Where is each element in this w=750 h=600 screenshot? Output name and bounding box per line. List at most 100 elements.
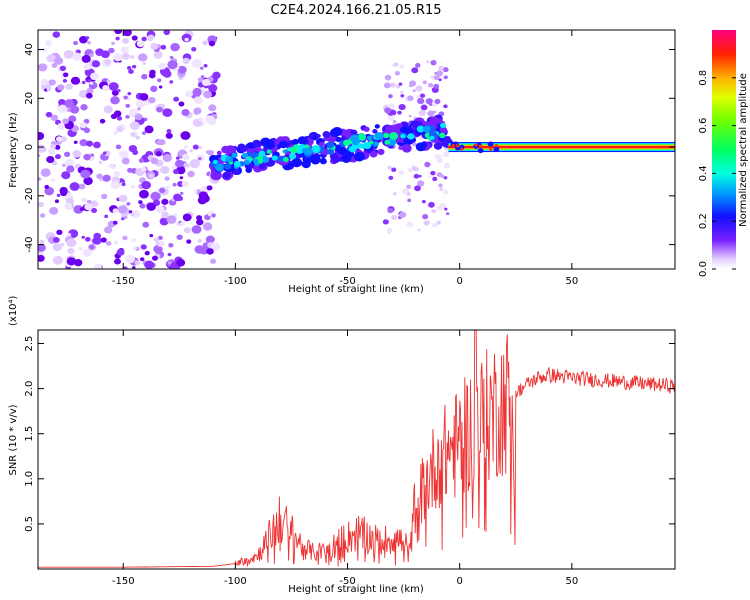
spectrogram-blob — [387, 138, 397, 146]
spectrogram-blob — [309, 133, 315, 138]
spectrogram-blob — [202, 222, 213, 231]
spectrogram-blob — [102, 174, 111, 182]
spectrogram-blob — [246, 151, 252, 156]
spectrogram-blob — [148, 72, 156, 79]
spectrogram-blob — [67, 248, 75, 255]
spectrogram-blob — [271, 155, 278, 161]
spectrogram-x-label: Height of straight line (km) — [288, 284, 424, 295]
spectrogram-blob — [439, 126, 448, 134]
spectrogram-blob — [407, 198, 412, 203]
spectrogram-blob — [391, 167, 397, 173]
spectrogram-blob — [438, 65, 445, 71]
spectrogram-blob — [182, 213, 192, 222]
spectrogram-blob — [436, 157, 444, 164]
spectrogram-blob — [283, 157, 289, 163]
snr-marks — [38, 330, 675, 568]
spectrogram-blob — [222, 171, 231, 180]
y-tick-label: 0 — [24, 144, 35, 150]
spectrogram-blob — [415, 63, 421, 68]
spectrogram-blob — [114, 30, 123, 35]
spectrogram-blob — [363, 126, 370, 132]
spectrogram-blob — [118, 150, 129, 159]
spectrogram-blob — [52, 255, 64, 265]
spectrogram-blob — [439, 187, 444, 191]
spectrogram-blob — [407, 133, 415, 140]
spectrogram-blob — [420, 104, 428, 111]
x-tick-label: -150 — [112, 576, 135, 587]
spectrogram-blob — [102, 151, 107, 155]
spectrogram-blob — [60, 242, 65, 247]
spectrogram-blob — [40, 213, 46, 218]
spectrogram-blob — [139, 257, 145, 262]
spectrogram-blob — [428, 175, 432, 179]
spectrogram-blob — [388, 175, 394, 180]
spectrogram-blob — [132, 64, 137, 69]
colorbar-tick-label: 0.6 — [698, 118, 709, 134]
spectrogram-blob — [52, 31, 61, 38]
spectrogram-blob — [141, 73, 148, 80]
spectrogram-blob — [327, 148, 335, 155]
spectrogram-blob — [89, 245, 95, 250]
spectrogram-blob — [185, 90, 194, 98]
spectrogram-blob — [161, 198, 169, 205]
spectrogram-blob — [47, 148, 56, 155]
spectrogram-blob — [393, 62, 399, 67]
spectrogram-blob — [81, 235, 85, 239]
spectrogram-blob — [417, 180, 425, 187]
spectrogram-blob — [62, 118, 69, 125]
spectrogram-blob — [174, 159, 184, 168]
spectrogram-blob — [52, 243, 62, 252]
spectrogram-blob — [134, 260, 141, 266]
spectrogram-blob — [110, 180, 121, 189]
y-tick-label: -20 — [24, 188, 35, 204]
spectrogram-blob — [103, 226, 113, 234]
spectrogram-blob — [113, 240, 119, 245]
spectrogram-blob — [191, 58, 202, 68]
spectrogram-blob — [233, 160, 241, 167]
spectrogram-blob — [244, 160, 251, 166]
spectrogram-blob — [394, 70, 400, 76]
spectrogram-blob — [291, 157, 303, 168]
spectrogram-blob — [197, 239, 202, 243]
spectrogram-blob — [400, 126, 408, 134]
spectrogram-blob — [127, 167, 133, 173]
spectrogram-blob — [139, 93, 149, 101]
spectrogram-blob — [83, 176, 93, 186]
spectrogram-blob — [156, 106, 163, 113]
spectrogram-blob — [66, 238, 77, 248]
spectrogram-blob — [433, 110, 437, 114]
spectrogram-blob — [73, 204, 84, 214]
spectrogram-blob — [155, 205, 165, 214]
spectrogram-blob — [138, 200, 143, 205]
spectrogram-blob — [348, 145, 357, 153]
spectrogram-blob — [384, 107, 392, 114]
spectrogram-blob — [101, 193, 108, 200]
spectrogram-blob — [397, 110, 402, 115]
spectrogram-blob — [438, 183, 443, 188]
spectrogram-blob — [49, 79, 56, 86]
spectrogram-blob — [433, 142, 443, 150]
spectrogram-blob — [64, 99, 75, 108]
spectrogram-blob — [139, 189, 149, 199]
spectrogram-blob — [63, 49, 74, 59]
spectrogram-blob — [86, 140, 94, 147]
spectrogram-blob — [81, 197, 88, 203]
spectrogram-blob — [444, 207, 448, 211]
spectrogram-blob — [357, 142, 363, 147]
spectrogram-blob — [90, 72, 99, 81]
spectrogram-blob — [239, 145, 248, 153]
spectrogram-blob — [66, 257, 77, 266]
spectrogram-blob — [116, 126, 124, 133]
spectrogram-blob — [383, 82, 391, 89]
spectrogram-blob — [103, 105, 113, 114]
spectrogram-blob — [79, 207, 84, 211]
spectrogram-blob — [169, 55, 174, 60]
x-tick-label: 0 — [456, 576, 462, 587]
spectrogram-blob — [131, 238, 137, 242]
spectrogram-blob — [443, 176, 448, 180]
spectrogram-blob — [126, 202, 131, 206]
spectrogram-blob — [122, 235, 128, 241]
spectrogram-blob — [420, 93, 426, 98]
spectrogram-blob — [224, 145, 237, 156]
spectrogram-blob — [183, 162, 189, 168]
